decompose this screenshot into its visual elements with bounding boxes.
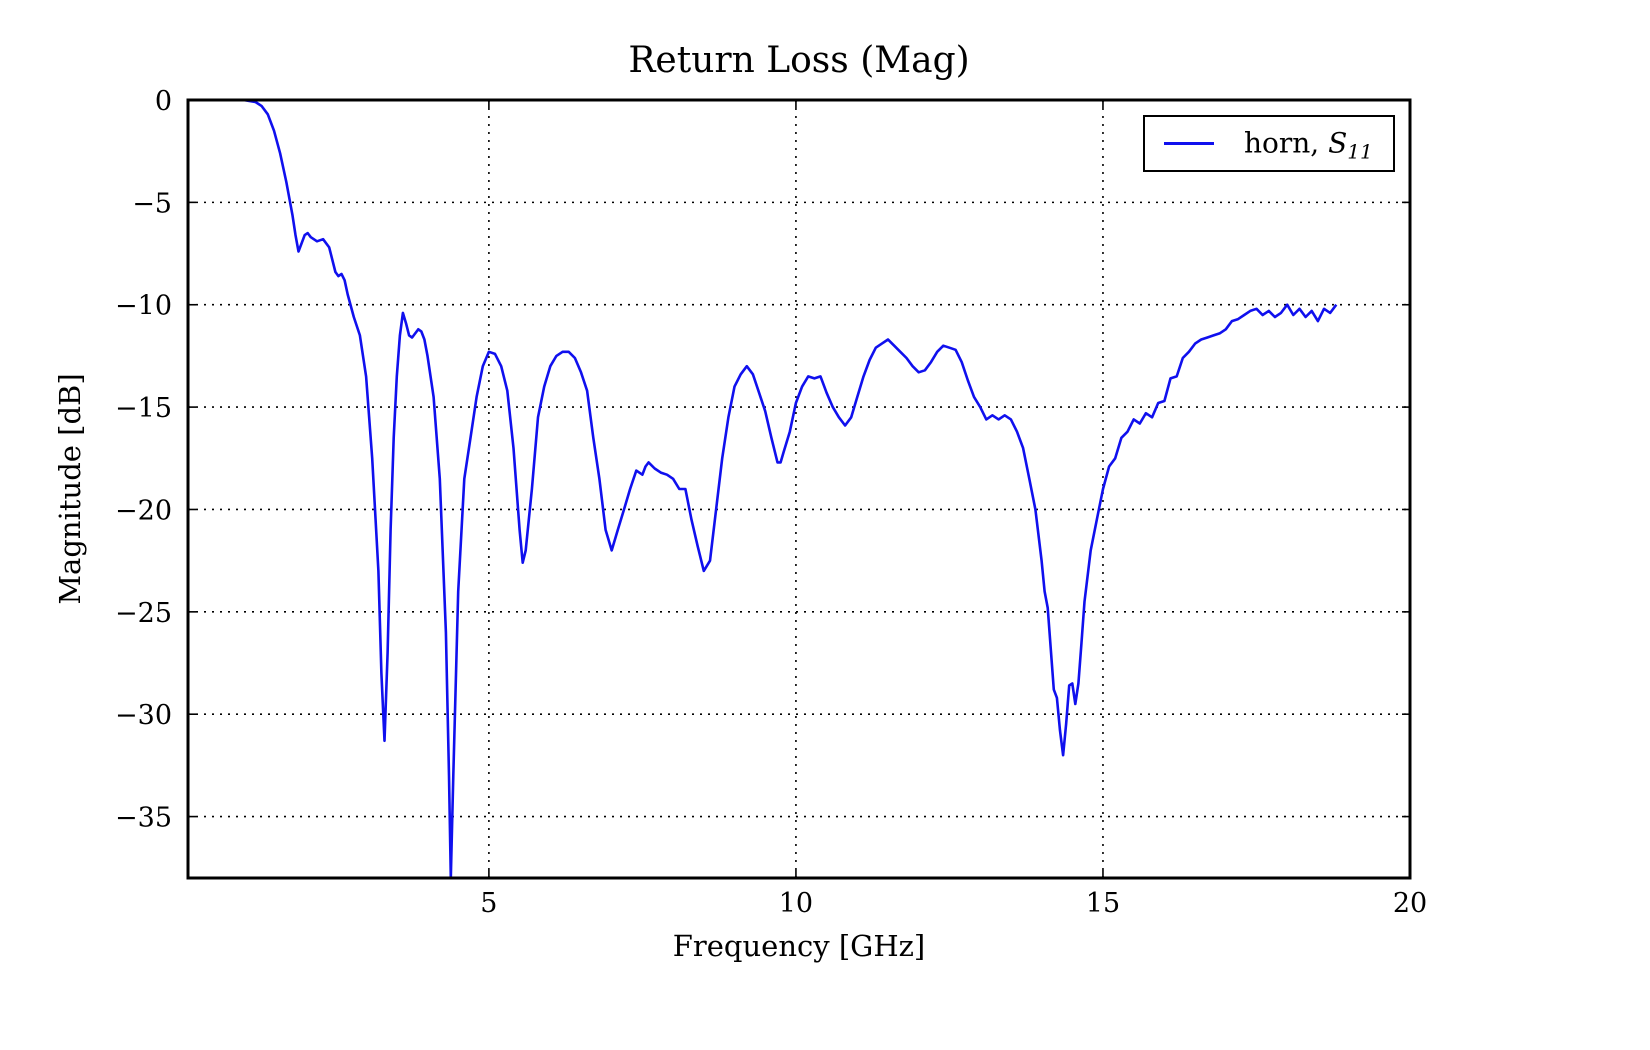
axis-ticks <box>188 99 1411 878</box>
y-axis-label: Magnitude [dB] <box>53 373 87 604</box>
legend: horn, S11 <box>1143 115 1395 172</box>
x-tick-label: 15 <box>1086 888 1120 919</box>
legend-label-symbol: S <box>1328 127 1347 160</box>
x-tick-label: 5 <box>480 888 497 919</box>
y-tick-label: −20 <box>115 495 172 526</box>
y-tick-label: −15 <box>115 393 172 424</box>
legend-label: horn, S11 <box>1244 127 1373 164</box>
plot-frame <box>186 98 1412 880</box>
x-tick-labels: 5 10 15 20 <box>480 888 1427 919</box>
x-axis-label: Frequency [GHz] <box>673 929 925 963</box>
x-tick-label: 20 <box>1393 888 1427 919</box>
series-line-horn-s11 <box>188 98 1338 880</box>
grid-lines <box>188 99 1411 878</box>
legend-label-main: horn, <box>1244 127 1328 160</box>
y-tick-label: −30 <box>115 700 172 731</box>
y-tick-label: −35 <box>115 803 172 834</box>
legend-label-subscript: 11 <box>1347 140 1372 164</box>
series-layer <box>188 98 1338 880</box>
y-tick-label: 0 <box>155 86 172 117</box>
y-tick-label: −25 <box>115 598 172 629</box>
x-tick-label: 10 <box>779 888 813 919</box>
y-tick-label: −10 <box>115 291 172 322</box>
y-tick-labels: 0 −5 −10 −15 −20 −25 −30 −35 <box>115 86 172 834</box>
y-tick-label: −5 <box>132 188 172 219</box>
chart-title: Return Loss (Mag) <box>628 40 969 81</box>
